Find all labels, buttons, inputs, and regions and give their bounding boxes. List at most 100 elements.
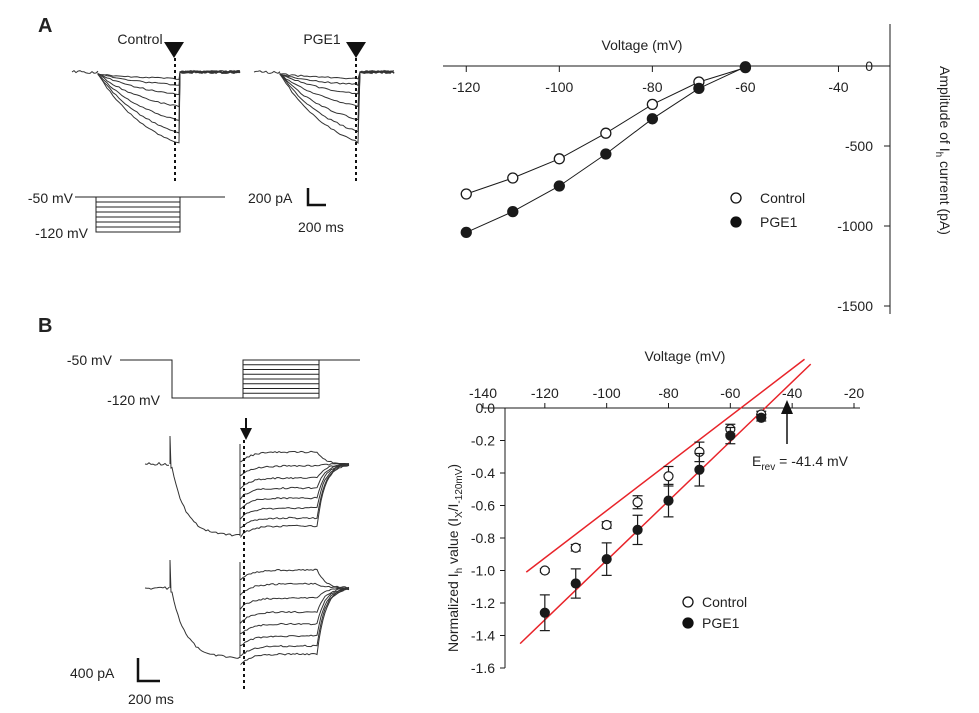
chart-b-point-pge1 bbox=[633, 525, 642, 534]
chart-a-x-tick-label: -100 bbox=[545, 79, 573, 95]
chart-b-y-tick-label: -1.0 bbox=[471, 563, 495, 579]
legend-b-control-label: Control bbox=[702, 594, 747, 610]
figure: A Control PGE1 -50 mV -120 mV 200 pA 200… bbox=[0, 0, 979, 713]
current-trace bbox=[241, 588, 349, 608]
chart-a-point-control bbox=[461, 189, 471, 199]
scale-a-bar bbox=[308, 188, 326, 205]
current-trace bbox=[241, 465, 349, 536]
chart-b-y-title: Normalized Ih value (IX/I-120mV) bbox=[445, 464, 465, 652]
chart-b-x-tick-label: -40 bbox=[782, 385, 802, 401]
scale-b-time-label: 200 ms bbox=[128, 691, 174, 707]
chart-a-point-pge1 bbox=[601, 149, 611, 159]
chart-b-point-pge1 bbox=[602, 555, 611, 564]
chart-a-point-pge1 bbox=[461, 227, 471, 237]
chart-a-legend: Control PGE1 bbox=[731, 190, 805, 230]
current-trace bbox=[170, 436, 240, 536]
chart-b-y-tick-label: -1.2 bbox=[471, 595, 495, 611]
chart-b-point-pge1 bbox=[571, 579, 580, 588]
current-trace bbox=[241, 569, 349, 588]
panel-b-scale-bar: 400 pA 200 ms bbox=[70, 658, 174, 707]
trace-label-pge1: PGE1 bbox=[303, 31, 341, 47]
panel-a-control-traces: Control bbox=[72, 31, 240, 184]
chart-a-x-tick-label: -40 bbox=[828, 79, 848, 95]
erev-label: Erev = -41.4 mV bbox=[752, 453, 849, 473]
current-trace bbox=[241, 465, 349, 528]
current-trace bbox=[241, 451, 349, 464]
chart-b-point-pge1 bbox=[695, 465, 704, 474]
legend-a-pge1-marker bbox=[731, 217, 741, 227]
chart-a-y-tick-label: -500 bbox=[845, 138, 873, 154]
chart-b-x-tick-label: -60 bbox=[720, 385, 740, 401]
chart-b-y-tick-label: -0.2 bbox=[471, 433, 495, 449]
chart-b-x-tick-label: -100 bbox=[593, 385, 621, 401]
chart-b-x-title: Voltage (mV) bbox=[645, 348, 726, 364]
chart-a-y-tick-label: 0 bbox=[865, 58, 873, 74]
current-trace bbox=[145, 587, 169, 589]
legend-a-pge1-label: PGE1 bbox=[760, 214, 798, 230]
panel-b-control-traces bbox=[145, 436, 349, 537]
chart-b-point-control bbox=[633, 498, 642, 507]
chart-a-point-pge1 bbox=[740, 62, 750, 72]
current-trace bbox=[241, 464, 349, 476]
chart-b-y-tick-label: 0.0 bbox=[476, 400, 496, 416]
chart-a-point-control bbox=[601, 128, 611, 138]
chart-b-point-control bbox=[602, 521, 611, 530]
chart-b-legend: Control PGE1 bbox=[683, 594, 747, 631]
chart-a-point-control bbox=[508, 173, 518, 183]
scale-b-current-label: 400 pA bbox=[70, 665, 115, 681]
legend-a-control-marker bbox=[731, 193, 741, 203]
legend-b-control-marker bbox=[683, 597, 693, 607]
chart-a-point-control bbox=[554, 154, 564, 164]
panel-b-pge1-traces bbox=[145, 560, 349, 664]
chart-a-point-pge1 bbox=[508, 207, 518, 217]
chart-a-x-tick-label: -120 bbox=[452, 79, 480, 95]
measure-arrowhead-pge1-icon bbox=[346, 42, 366, 58]
chart-b-point-pge1 bbox=[664, 496, 673, 505]
protocol-b-low-label: -120 mV bbox=[107, 392, 161, 408]
panel-a-protocol: -50 mV -120 mV bbox=[28, 190, 225, 241]
panel-b-letter: B bbox=[38, 315, 52, 337]
chart-b-y-tick-label: -1.4 bbox=[471, 628, 495, 644]
panel-b-traces bbox=[145, 418, 349, 690]
chart-b-y-tick-label: -0.6 bbox=[471, 498, 495, 514]
current-trace bbox=[280, 71, 394, 143]
chart-b-x-tick-label: -120 bbox=[531, 385, 559, 401]
scale-b-bar bbox=[138, 658, 160, 681]
current-trace bbox=[98, 71, 240, 95]
legend-b-pge1-label: PGE1 bbox=[702, 615, 740, 631]
scale-a-time-label: 200 ms bbox=[298, 219, 344, 235]
iv-chart-a: Voltage (mV) -120 -100 -80 -60 -40 0 -500 -1000… bbox=[443, 24, 953, 314]
measure-arrowhead-control-icon bbox=[164, 42, 184, 58]
chart-b-point-pge1 bbox=[540, 608, 549, 617]
protocol-a-hold-label: -50 mV bbox=[28, 190, 74, 206]
tail-arrow-down-icon bbox=[240, 428, 252, 440]
chart-a-point-pge1 bbox=[647, 114, 657, 124]
scale-a-current-label: 200 pA bbox=[248, 190, 293, 206]
panel-a-scale-bar: 200 pA 200 ms bbox=[248, 188, 344, 235]
chart-a-point-pge1 bbox=[554, 181, 564, 191]
chart-a-x-tick-label: -60 bbox=[735, 79, 755, 95]
erev-annotation: Erev = -41.4 mV bbox=[752, 400, 849, 473]
chart-b-x-tick-label: -20 bbox=[844, 385, 864, 401]
chart-b-x-tick-label: -140 bbox=[469, 385, 497, 401]
chart-b-point-control bbox=[540, 566, 549, 575]
current-trace bbox=[98, 71, 240, 133]
panel-a-pge1-traces: PGE1 bbox=[254, 31, 394, 184]
chart-a-x-tick-label: -80 bbox=[642, 79, 662, 95]
tail-chart-b: Voltage (mV) -140 -120 -100 -80 -60 -40 -20 0.0… bbox=[445, 348, 864, 676]
chart-b-y-tick-label: -0.4 bbox=[471, 465, 495, 481]
chart-b-point-control bbox=[571, 543, 580, 552]
chart-b-point-pge1 bbox=[757, 413, 766, 422]
chart-b-y-tick-label: -1.6 bbox=[471, 660, 495, 676]
current-trace bbox=[241, 589, 349, 656]
current-trace bbox=[145, 463, 169, 466]
erev-arrow-up-icon bbox=[781, 400, 793, 414]
protocol-b-hold-label: -50 mV bbox=[67, 352, 113, 368]
chart-b-x-tick-label: -80 bbox=[658, 385, 678, 401]
chart-b-y-tick-label: -0.8 bbox=[471, 530, 495, 546]
chart-a-point-control bbox=[647, 99, 657, 109]
panel-b-protocol: -50 mV -120 mV bbox=[67, 352, 360, 408]
legend-a-control-label: Control bbox=[760, 190, 805, 206]
trace-label-control: Control bbox=[117, 31, 162, 47]
legend-b-pge1-marker bbox=[683, 618, 693, 628]
